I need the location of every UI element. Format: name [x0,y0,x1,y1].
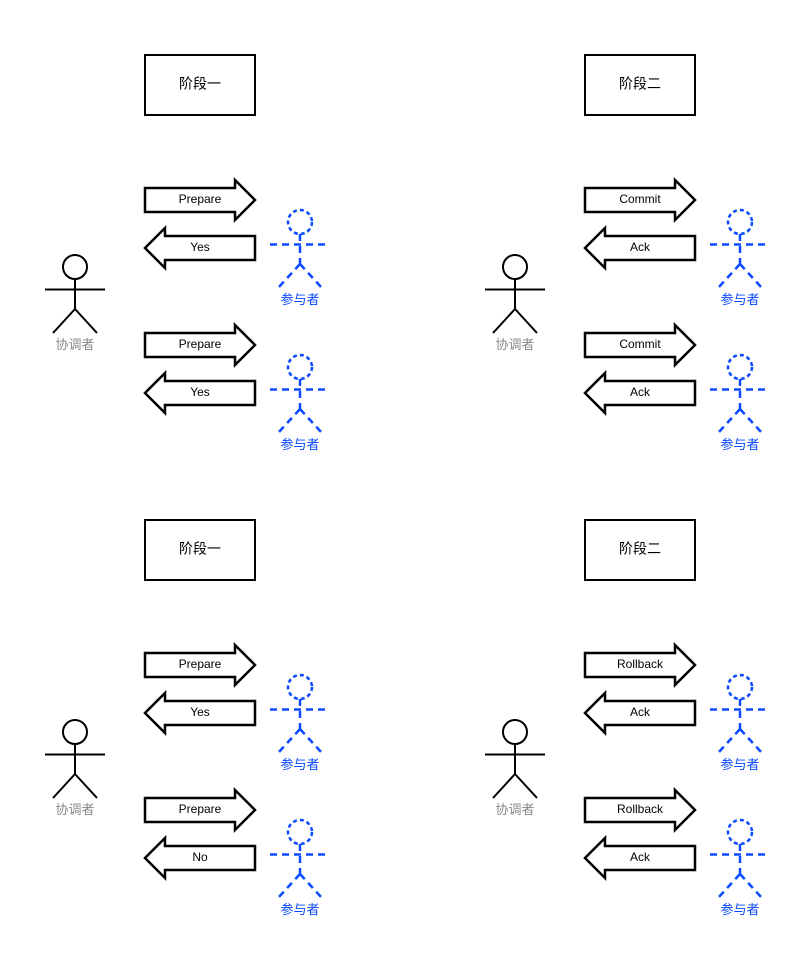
message-arrow-label: Prepare [179,657,222,671]
message-arrow-label: Commit [619,337,661,351]
coordinator-label: 协调者 [495,802,534,817]
participant-label: 参与者 [280,437,319,452]
participant-label: 参与者 [720,757,759,772]
phase-box-label: 阶段一 [179,541,221,557]
coordinator-label: 协调者 [495,337,534,352]
coordinator-label: 协调者 [55,802,94,817]
participant-icon [728,675,752,699]
message-arrow-label: Prepare [179,192,222,206]
participant-icon [728,355,752,379]
message-arrow-label: Ack [630,240,651,254]
phase-box-label: 阶段二 [619,541,661,557]
participant-label: 参与者 [280,757,319,772]
message-arrow-label: Ack [630,705,651,719]
coordinator-label: 协调者 [55,337,94,352]
participant-icon [288,355,312,379]
participant-icon [728,210,752,234]
message-arrow-label: Commit [619,192,661,206]
message-arrow-label: Rollback [617,657,664,671]
two-phase-commit-diagram: 阶段一协调者参与者参与者PrepareYesPrepareYes阶段二协调者参与… [0,0,806,960]
participant-label: 参与者 [720,292,759,307]
participant-icon [288,820,312,844]
message-arrow-label: No [192,850,208,864]
coordinator-icon [503,720,527,744]
phase-box-label: 阶段一 [179,76,221,92]
message-arrow-label: Prepare [179,337,222,351]
coordinator-icon [63,255,87,279]
coordinator-icon [503,255,527,279]
phase-box-label: 阶段二 [619,76,661,92]
message-arrow-label: Yes [190,385,210,399]
coordinator-icon [63,720,87,744]
participant-icon [728,820,752,844]
message-arrow-label: Ack [630,850,651,864]
participant-icon [288,210,312,234]
participant-icon [288,675,312,699]
participant-label: 参与者 [720,902,759,917]
message-arrow-label: Rollback [617,802,664,816]
participant-label: 参与者 [280,292,319,307]
message-arrow-label: Prepare [179,802,222,816]
participant-label: 参与者 [280,902,319,917]
message-arrow-label: Ack [630,385,651,399]
participant-label: 参与者 [720,437,759,452]
message-arrow-label: Yes [190,705,210,719]
message-arrow-label: Yes [190,240,210,254]
